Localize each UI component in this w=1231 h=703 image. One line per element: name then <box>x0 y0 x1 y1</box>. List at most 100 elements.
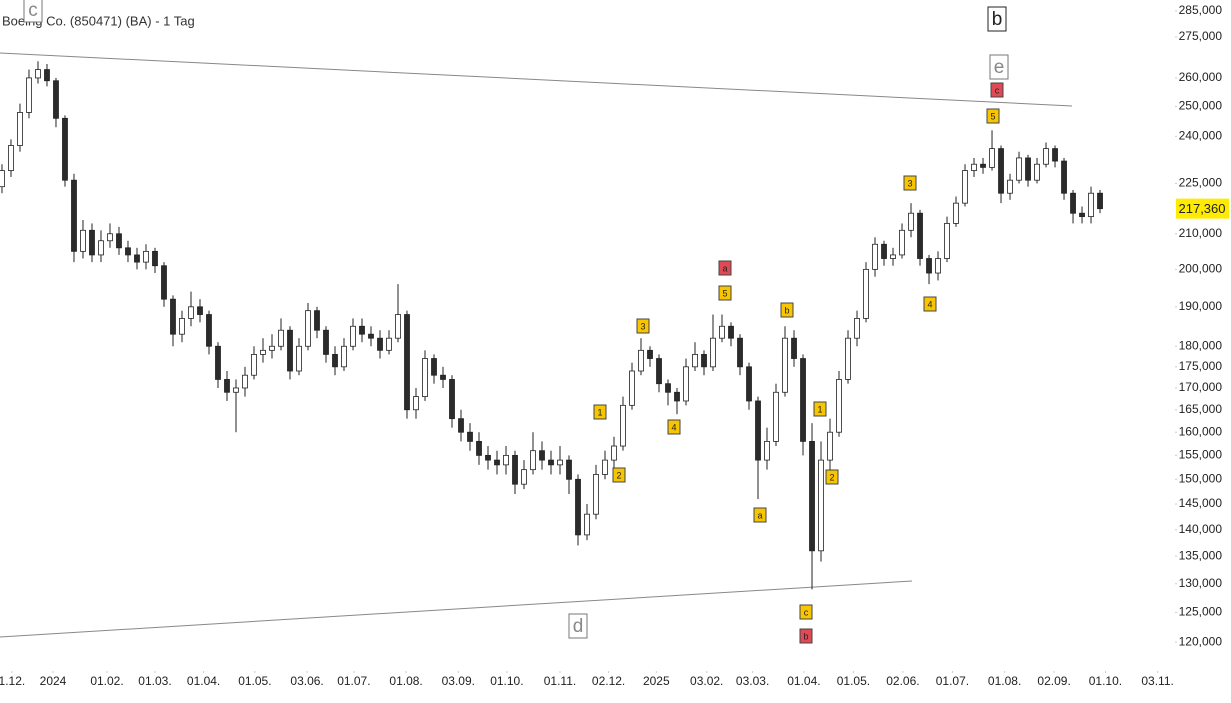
wave-label-box <box>987 6 1007 32</box>
candle-body <box>899 229 905 256</box>
candle-body <box>1007 179 1013 194</box>
x-tick-label: 01.11. <box>544 674 576 688</box>
x-tick-label: 02.12. <box>592 674 625 688</box>
candle-body <box>557 459 563 466</box>
candle-body <box>944 223 950 259</box>
candle-body <box>152 250 158 267</box>
candle-body <box>44 69 50 82</box>
candle-body <box>503 454 509 466</box>
candle-body <box>413 396 419 411</box>
x-tick-label: 01.04. <box>187 674 220 688</box>
candle-body <box>917 212 923 259</box>
candle-body <box>332 354 338 368</box>
candle-body <box>53 80 59 119</box>
y-tick-label: 165,000 <box>1179 402 1223 416</box>
candle-body <box>179 318 185 335</box>
candle-body <box>98 240 104 256</box>
wave-label-box <box>718 285 732 301</box>
candle-body <box>314 310 320 331</box>
wave-label-box <box>568 613 588 639</box>
wave-label-box <box>753 507 767 523</box>
candle-body <box>1043 148 1049 165</box>
y-tick-label: 140,000 <box>1179 522 1223 536</box>
wave-label: 3 <box>907 178 912 188</box>
candle-body <box>1034 163 1040 181</box>
candle-body <box>206 314 212 347</box>
y-tick-label: 170,000 <box>1179 380 1223 394</box>
y-tick-label: 180,000 <box>1179 338 1223 352</box>
candle-body <box>1025 157 1031 181</box>
x-tick-label: 1.12. <box>0 674 25 688</box>
x-tick-label: 03.02. <box>690 674 723 688</box>
wave-label-box <box>903 175 917 191</box>
y-tick-label: 155,000 <box>1179 448 1223 462</box>
candle-body <box>881 243 887 259</box>
y-tick-label: 210,000 <box>1179 226 1223 240</box>
x-tick-label: 01.07. <box>936 674 969 688</box>
wave-label: 2 <box>616 470 621 480</box>
candle-body <box>818 459 824 552</box>
candle-body <box>791 337 797 359</box>
candle-body <box>782 337 788 393</box>
wave-label: b <box>992 9 1003 30</box>
candle-body <box>863 268 869 319</box>
x-tick-label: 01.05. <box>238 674 271 688</box>
candle-body <box>80 229 86 252</box>
candle-body <box>431 358 437 376</box>
candle-body <box>755 400 761 461</box>
candle-body <box>233 387 239 393</box>
candle-body <box>989 148 995 168</box>
candle-body <box>602 459 608 475</box>
candle-body <box>8 145 14 171</box>
candle-body <box>701 354 707 368</box>
candle-body <box>458 418 464 433</box>
candle-body <box>107 233 113 242</box>
candle-body <box>251 354 257 376</box>
y-tick-label: 250,000 <box>1179 99 1223 113</box>
candle-body <box>710 337 716 368</box>
x-tick-label: 01.10. <box>1089 674 1122 688</box>
x-tick-label: 01.02. <box>90 674 123 688</box>
candle-body <box>89 229 95 256</box>
wave-label-box <box>813 401 827 417</box>
candle-body <box>26 77 32 113</box>
candle-body <box>638 349 644 372</box>
candle-body <box>359 325 365 335</box>
candle-body <box>188 306 194 319</box>
candle-body <box>575 478 581 536</box>
y-tick-label: 200,000 <box>1179 262 1223 276</box>
y-tick-label: 275,000 <box>1179 29 1223 43</box>
candle-body <box>350 325 356 347</box>
y-tick-label: 175,000 <box>1179 359 1223 373</box>
wave-label-box <box>636 318 650 334</box>
x-tick-label: 01.08. <box>988 674 1021 688</box>
candle-body <box>629 370 635 406</box>
x-tick-label: 03.06. <box>290 674 323 688</box>
candle-body <box>440 374 446 380</box>
candle-body <box>0 170 5 188</box>
candle-body <box>746 366 752 402</box>
wave-label: a <box>757 510 762 520</box>
candle-body <box>116 233 122 249</box>
wave-label: 4 <box>927 299 932 309</box>
candle-body <box>764 440 770 461</box>
wave-label: c <box>804 607 809 617</box>
upper-trendline <box>0 52 1073 107</box>
candle-body <box>494 459 500 466</box>
candle-body <box>908 212 914 231</box>
candle-body <box>548 459 554 466</box>
candle-body <box>305 310 311 347</box>
x-tick-label: 03.11. <box>1141 674 1173 688</box>
candle-body <box>926 258 932 274</box>
y-tick-label: 285,000 <box>1179 3 1223 17</box>
candle-body <box>368 333 374 339</box>
wave-label: 1 <box>817 404 822 414</box>
wave-label-box <box>989 54 1009 80</box>
x-tick-label: 01.04. <box>787 674 820 688</box>
candle-body <box>377 337 383 351</box>
candle-body <box>656 358 662 385</box>
wave-label: 2 <box>829 472 834 482</box>
candle-body <box>341 345 347 368</box>
candle-body <box>728 325 734 339</box>
candle-body <box>890 254 896 259</box>
